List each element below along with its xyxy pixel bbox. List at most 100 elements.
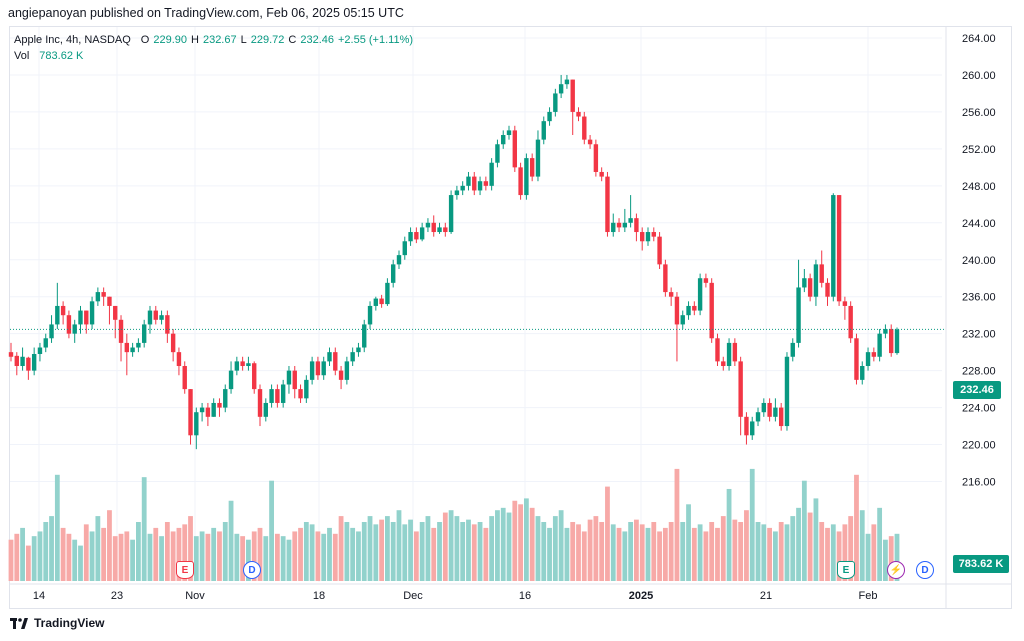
candle-body (176, 352, 182, 367)
dividend-event-icon-2[interactable]: D (916, 561, 934, 579)
candle-body (802, 278, 807, 288)
candle-body (286, 370, 292, 385)
volume-bar (350, 527, 356, 581)
volume-bar (732, 519, 738, 581)
candle-body (611, 222, 616, 233)
low-value: 229.72 (250, 34, 285, 46)
close-label: C (288, 34, 297, 46)
volume-bar (49, 516, 54, 581)
volume-bar (587, 519, 593, 581)
volume-bar (558, 510, 564, 581)
volume-bar (141, 477, 147, 581)
volume-bar (95, 516, 101, 581)
volume-bar (153, 527, 159, 581)
candle-body (750, 421, 755, 436)
candle-body (199, 407, 205, 413)
volume-bar (674, 468, 680, 581)
candle-body (894, 329, 900, 354)
candle-body (848, 305, 853, 339)
candle-body (628, 218, 633, 223)
candle-body (362, 324, 367, 348)
volume-bar (784, 524, 790, 581)
candle-body (651, 232, 656, 237)
candle-body (240, 361, 245, 367)
volume-bar (419, 522, 425, 581)
earnings-event-icon-2[interactable]: E (837, 561, 855, 579)
volume-bar (744, 510, 749, 581)
chart-frame[interactable] (9, 26, 1012, 609)
volume-bar (390, 522, 396, 581)
volume-bar (796, 507, 801, 581)
volume-bar (257, 527, 263, 581)
footer-brand-text: TradingView (34, 616, 105, 630)
candle-body (831, 195, 836, 297)
candle-body (778, 407, 784, 427)
symbol-title: Apple Inc, 4h, NASDAQ (14, 34, 131, 46)
candle-body (228, 370, 234, 390)
volume-bar (234, 533, 240, 581)
dividend-event-icon[interactable]: D (243, 561, 261, 579)
price-tick-label: 240.00 (962, 255, 996, 267)
published-by-text: angiepanoyan published on TradingView.co… (8, 6, 404, 20)
volume-bar (576, 524, 581, 581)
volume-bar (819, 522, 825, 581)
earnings-event-icon[interactable]: E (176, 561, 194, 579)
candle-body (784, 356, 790, 427)
volume-bar (888, 536, 894, 581)
candle-body (350, 352, 355, 362)
volume-bar (54, 474, 60, 581)
volume-bar (66, 533, 72, 581)
volume-bar (761, 524, 767, 581)
volume-bar (697, 524, 703, 581)
candle-body (147, 310, 153, 325)
candle-body (686, 305, 691, 316)
volume-bar (327, 527, 332, 581)
volume-bar (72, 539, 78, 581)
volume-bar (274, 533, 280, 581)
candle-body (709, 282, 714, 339)
volume-bar (170, 531, 176, 581)
candle-body (20, 356, 25, 367)
candle-body (541, 121, 546, 140)
candle-body (477, 181, 483, 191)
volume-bar (14, 533, 20, 581)
volume-bar (425, 516, 431, 581)
volume-bar (8, 539, 14, 581)
volume-bar (448, 510, 454, 581)
candle-body (414, 232, 419, 240)
candle-body (564, 79, 570, 85)
candle-body (807, 278, 813, 297)
candle-body (790, 342, 795, 357)
candle-body (136, 342, 141, 348)
candle-body (813, 264, 819, 297)
split-event-icon[interactable]: ⚡ (887, 561, 905, 579)
candle-body (535, 139, 541, 177)
candle-body (402, 241, 407, 256)
volume-bar (199, 531, 205, 581)
high-label: H (191, 34, 199, 46)
volume-bar (193, 536, 199, 581)
volume-bar (303, 522, 309, 581)
volume-bar (89, 531, 95, 581)
time-tick-label: 18 (313, 590, 325, 602)
volume-bar (541, 522, 547, 581)
volume-bar (749, 468, 755, 581)
volume-bar (466, 519, 471, 581)
candle-body (883, 329, 888, 334)
candle-body (373, 298, 379, 306)
volume-bar (240, 536, 246, 581)
volume-bar (830, 524, 836, 581)
volume-bar (176, 527, 182, 581)
candle-body (871, 352, 877, 357)
open-value: 229.90 (153, 34, 187, 46)
volume-bar (164, 522, 170, 581)
volume-bar (564, 527, 570, 581)
candle-body (321, 361, 326, 376)
candle-body (84, 310, 89, 325)
footer-branding[interactable]: TradingView (10, 616, 104, 630)
candle-body (668, 292, 674, 297)
candle-body (663, 264, 668, 293)
candle-body (298, 389, 303, 399)
candle-body (529, 158, 535, 177)
